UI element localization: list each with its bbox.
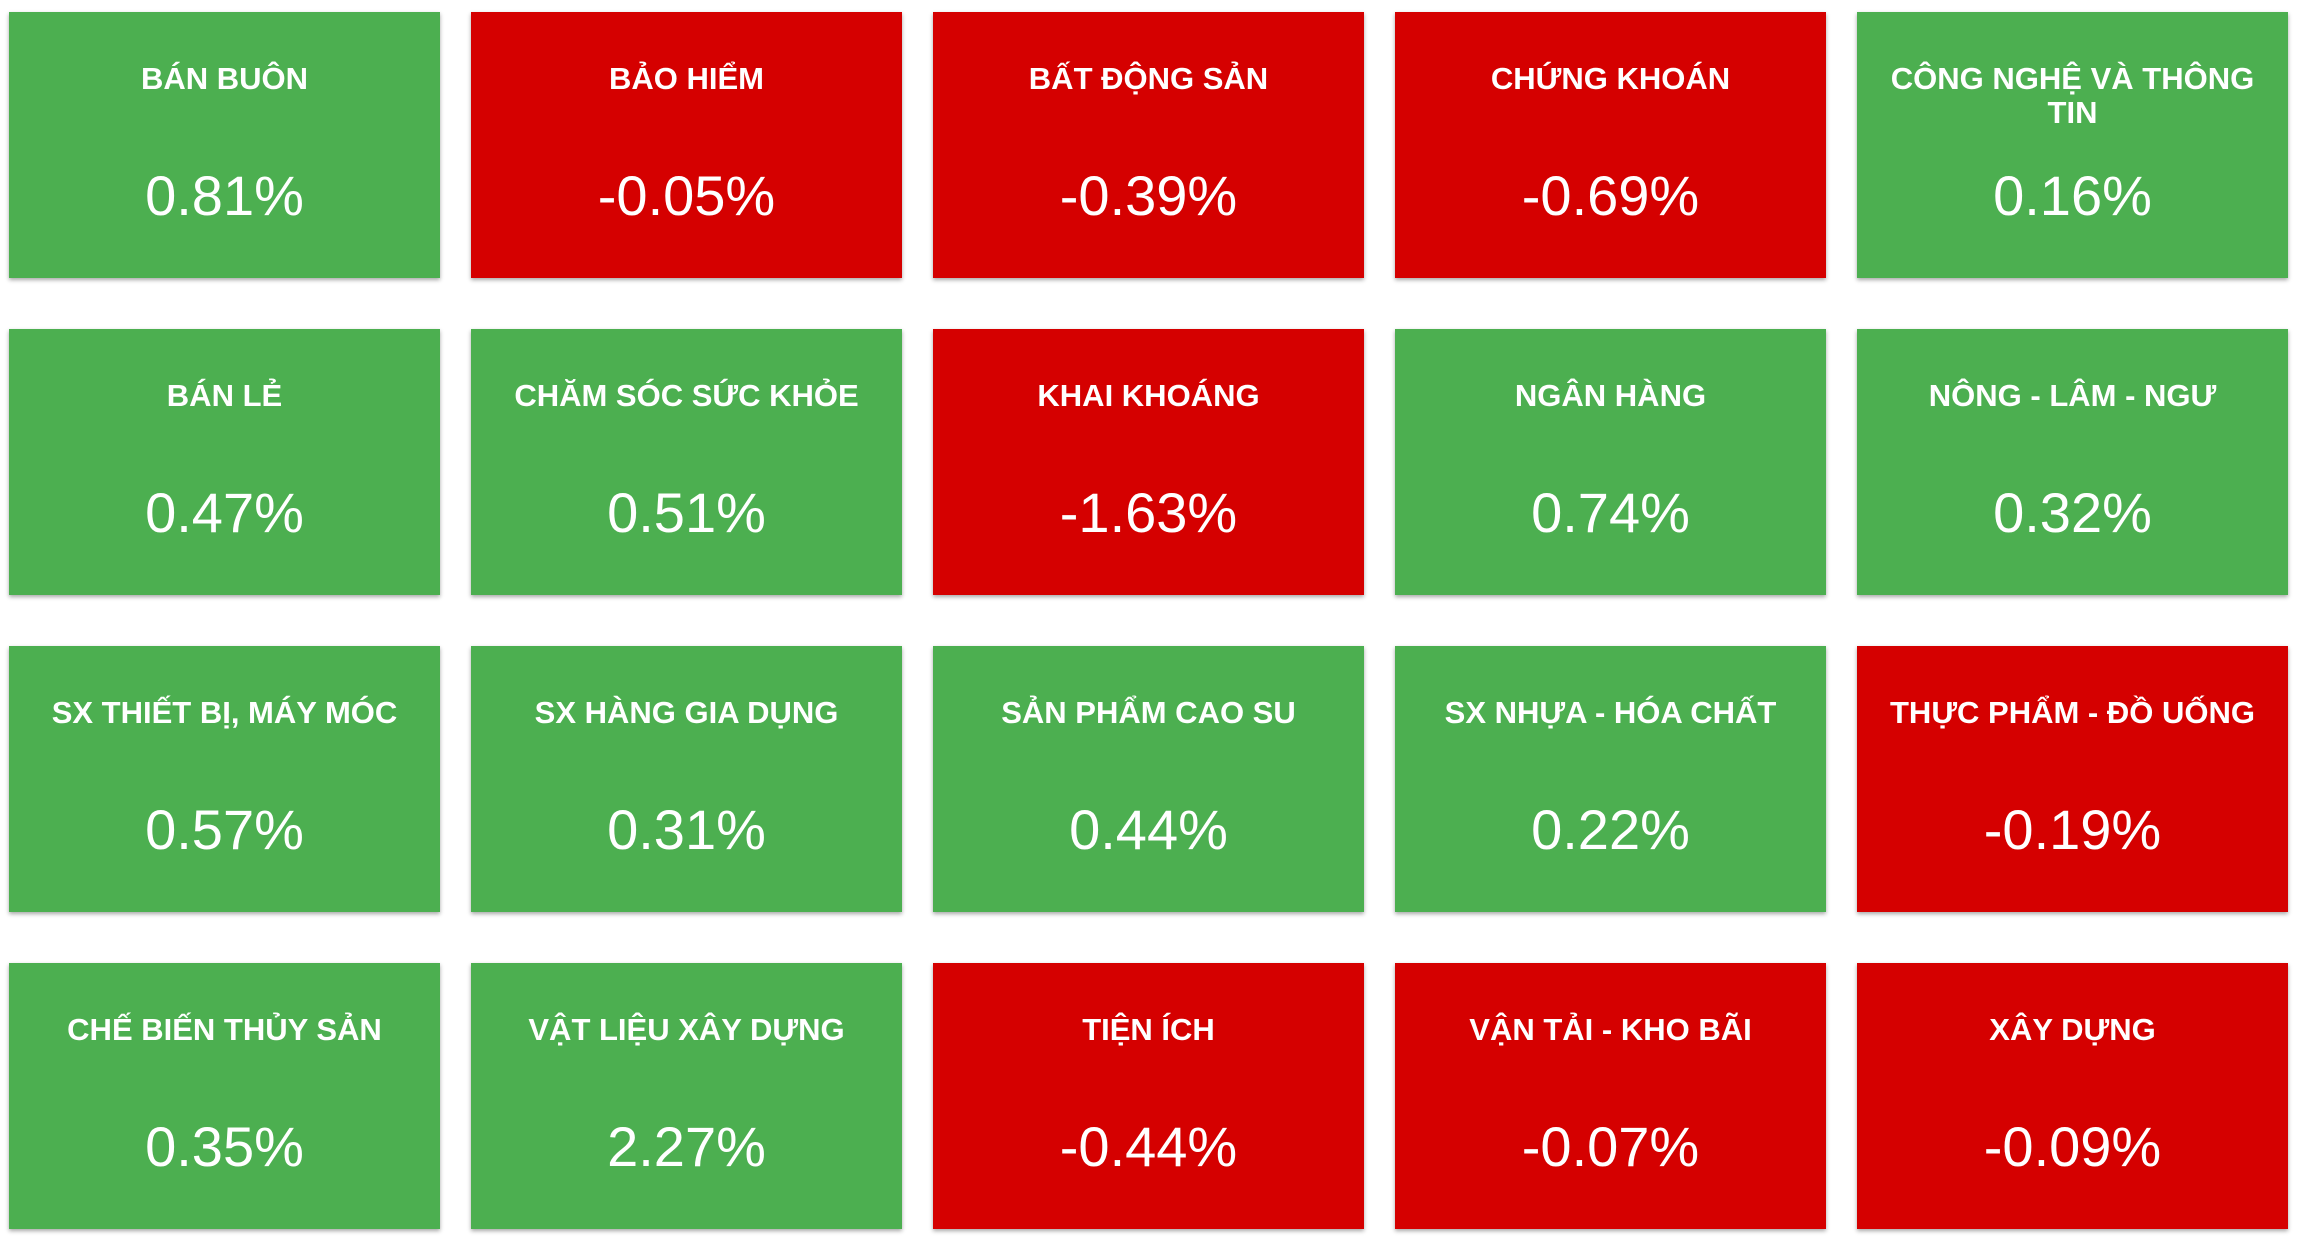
sector-change: 0.57% xyxy=(145,798,304,861)
sector-tile: SX NHỰA - HÓA CHẤT 0.22% xyxy=(1395,646,1826,912)
sector-name: NGÂN HÀNG xyxy=(1514,378,1707,413)
sector-change: -0.69% xyxy=(1521,164,1700,227)
sector-change: 2.27% xyxy=(607,1115,766,1178)
sector-tile: NÔNG - LÂM - NGƯ 0.32% xyxy=(1857,329,2288,595)
sector-name: XÂY DỰNG xyxy=(1989,1012,2156,1047)
sector-change: -1.63% xyxy=(1059,481,1238,544)
sector-tile: SX HÀNG GIA DỤNG 0.31% xyxy=(471,646,902,912)
sector-name: CHẾ BIẾN THỦY SẢN xyxy=(67,1012,382,1047)
sector-tile: VẬN TẢI - KHO BÃI -0.07% xyxy=(1395,963,1826,1229)
sector-change: 0.51% xyxy=(607,481,766,544)
sector-change: -0.44% xyxy=(1059,1115,1238,1178)
sector-change: 0.81% xyxy=(145,164,304,227)
sector-change: -0.05% xyxy=(597,164,776,227)
sector-name: CÔNG NGHỆ VÀ THÔNG TIN xyxy=(1890,61,2255,130)
sector-name: NÔNG - LÂM - NGƯ xyxy=(1928,378,2217,413)
sector-name: CHỨNG KHOÁN xyxy=(1490,61,1731,96)
sector-change: -0.19% xyxy=(1983,798,2162,861)
sector-tile: BÁN BUÔN 0.81% xyxy=(9,12,440,278)
sector-tile: NGÂN HÀNG 0.74% xyxy=(1395,329,1826,595)
sector-tile: KHAI KHOÁNG -1.63% xyxy=(933,329,1364,595)
sector-tile: XÂY DỰNG -0.09% xyxy=(1857,963,2288,1229)
sector-change: 0.16% xyxy=(1993,164,2152,227)
sector-change: 0.44% xyxy=(1069,798,1228,861)
sector-name: SX THIẾT BỊ, MÁY MÓC xyxy=(51,695,398,730)
sector-tile: BẤT ĐỘNG SẢN -0.39% xyxy=(933,12,1364,278)
sector-tile: TIỆN ÍCH -0.44% xyxy=(933,963,1364,1229)
sector-name: BẢO HIỂM xyxy=(609,61,764,96)
sector-name: BÁN LẺ xyxy=(166,378,283,413)
sector-name: THỰC PHẨM - ĐỒ UỐNG xyxy=(1890,695,2255,730)
sector-name: VẬN TẢI - KHO BÃI xyxy=(1469,1012,1752,1047)
sector-name: BÁN BUÔN xyxy=(140,61,309,96)
sector-tile: CHỨNG KHOÁN -0.69% xyxy=(1395,12,1826,278)
sector-change: 0.47% xyxy=(145,481,304,544)
sector-tile: CHĂM SÓC SỨC KHỎE 0.51% xyxy=(471,329,902,595)
sector-name: KHAI KHOÁNG xyxy=(1037,378,1260,413)
sector-name: TIỆN ÍCH xyxy=(1082,1012,1215,1047)
sector-tile: CÔNG NGHỆ VÀ THÔNG TIN 0.16% xyxy=(1857,12,2288,278)
sector-change: 0.31% xyxy=(607,798,766,861)
sector-name: VẬT LIỆU XÂY DỰNG xyxy=(528,1012,845,1047)
sector-tile: BÁN LẺ 0.47% xyxy=(9,329,440,595)
sector-name: SẢN PHẨM CAO SU xyxy=(1001,695,1296,730)
sector-tile: THỰC PHẨM - ĐỒ UỐNG -0.19% xyxy=(1857,646,2288,912)
sector-name: CHĂM SÓC SỨC KHỎE xyxy=(514,378,859,413)
sector-tile: BẢO HIỂM -0.05% xyxy=(471,12,902,278)
sector-name: BẤT ĐỘNG SẢN xyxy=(1028,61,1269,96)
sector-change: 0.32% xyxy=(1993,481,2152,544)
sector-change: 0.22% xyxy=(1531,798,1690,861)
sector-change: -0.09% xyxy=(1983,1115,2162,1178)
sector-change: -0.07% xyxy=(1521,1115,1700,1178)
sector-name: SX HÀNG GIA DỤNG xyxy=(534,695,839,730)
sector-change: 0.35% xyxy=(145,1115,304,1178)
sector-tile: VẬT LIỆU XÂY DỰNG 2.27% xyxy=(471,963,902,1229)
sector-name: SX NHỰA - HÓA CHẤT xyxy=(1444,695,1777,730)
sector-tile: SẢN PHẨM CAO SU 0.44% xyxy=(933,646,1364,912)
sector-change: 0.74% xyxy=(1531,481,1690,544)
sector-change: -0.39% xyxy=(1059,164,1238,227)
sector-tile: CHẾ BIẾN THỦY SẢN 0.35% xyxy=(9,963,440,1229)
sector-tile: SX THIẾT BỊ, MÁY MÓC 0.57% xyxy=(9,646,440,912)
